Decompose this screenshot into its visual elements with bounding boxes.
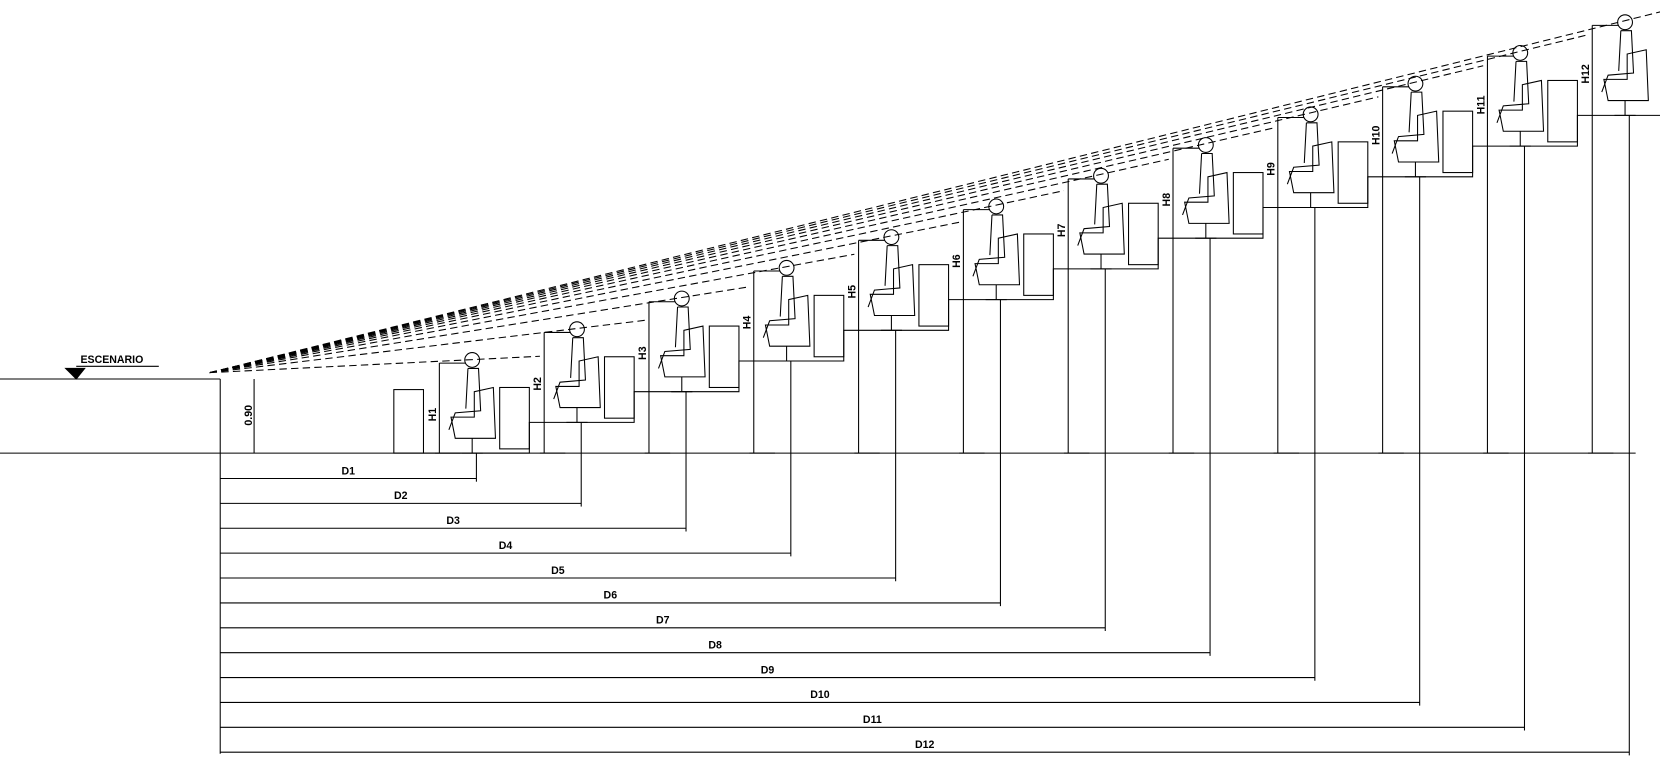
head <box>1302 106 1319 123</box>
head <box>988 198 1005 215</box>
chair <box>1079 202 1125 255</box>
chair <box>1393 110 1440 163</box>
head <box>464 352 481 368</box>
h-label: H12 <box>1580 64 1592 84</box>
desk <box>603 356 635 419</box>
sight-line <box>209 11 1660 374</box>
body <box>1391 91 1425 154</box>
sight-line <box>209 286 750 374</box>
d-label: D12 <box>915 739 935 751</box>
chair <box>1498 79 1545 132</box>
head <box>569 321 585 338</box>
desk <box>1023 233 1054 296</box>
desk <box>499 386 530 450</box>
body <box>1601 30 1635 93</box>
chair <box>1603 49 1649 102</box>
head <box>673 290 690 307</box>
sight-line <box>209 190 1065 374</box>
desk <box>1232 172 1264 235</box>
head <box>883 229 900 246</box>
desk <box>1337 141 1369 204</box>
h-label: H5 <box>846 285 858 299</box>
d-label: D6 <box>604 590 618 602</box>
h-label: H2 <box>532 377 544 391</box>
body <box>553 337 587 400</box>
stairs <box>423 114 1660 454</box>
d-label: D1 <box>342 465 356 477</box>
head <box>1512 44 1529 61</box>
level-marker <box>64 367 86 380</box>
sight-line <box>209 34 1589 374</box>
chair <box>764 294 811 347</box>
sight-line <box>209 65 1484 374</box>
chair <box>450 386 497 439</box>
d-label: D11 <box>863 714 882 726</box>
chair <box>555 356 601 409</box>
d-label: D7 <box>656 615 670 627</box>
chair <box>974 233 1021 286</box>
desk <box>393 389 425 454</box>
chair <box>1288 141 1335 194</box>
head <box>778 259 795 276</box>
body <box>658 306 691 369</box>
d-label: D2 <box>394 490 408 502</box>
h-label: H8 <box>1161 193 1173 207</box>
stage-height-label: 0.90 <box>243 405 255 426</box>
d-label: D10 <box>810 689 830 701</box>
sight-line <box>209 127 1274 374</box>
h-label: H6 <box>951 254 963 268</box>
sight-line <box>209 319 645 374</box>
chair <box>869 264 916 317</box>
d-label: D9 <box>761 664 775 676</box>
head <box>1197 137 1214 153</box>
body <box>972 214 1006 277</box>
head <box>1093 167 1109 184</box>
h-label: H11 <box>1475 95 1487 114</box>
sight-line <box>209 96 1379 374</box>
body <box>762 275 796 338</box>
desk <box>708 325 740 388</box>
desk <box>918 264 950 327</box>
d-label: D3 <box>446 515 460 527</box>
body <box>1182 152 1215 216</box>
body <box>1286 122 1320 185</box>
body <box>1496 60 1530 123</box>
sight-line <box>209 253 855 374</box>
body <box>1077 183 1111 246</box>
h-label: H3 <box>637 346 649 360</box>
d-label: D4 <box>499 540 513 552</box>
d-label: D5 <box>551 565 565 577</box>
d-label: D8 <box>708 639 722 651</box>
body <box>867 245 901 308</box>
desk <box>1128 202 1159 266</box>
h-label: H4 <box>742 316 754 330</box>
head <box>1407 75 1424 92</box>
h-label: H1 <box>427 408 439 422</box>
h-label: H9 <box>1266 162 1278 176</box>
body <box>448 367 482 431</box>
desk <box>1547 79 1578 143</box>
h-label: H7 <box>1056 224 1068 238</box>
head <box>1617 14 1633 31</box>
desk <box>813 294 845 358</box>
stage-label: ESCENARIO <box>80 354 143 366</box>
sight-line <box>209 355 540 374</box>
sight-line <box>209 158 1169 374</box>
desk <box>1442 110 1474 174</box>
h-label: H10 <box>1370 126 1382 146</box>
chair <box>659 325 706 378</box>
chair <box>1184 171 1230 224</box>
